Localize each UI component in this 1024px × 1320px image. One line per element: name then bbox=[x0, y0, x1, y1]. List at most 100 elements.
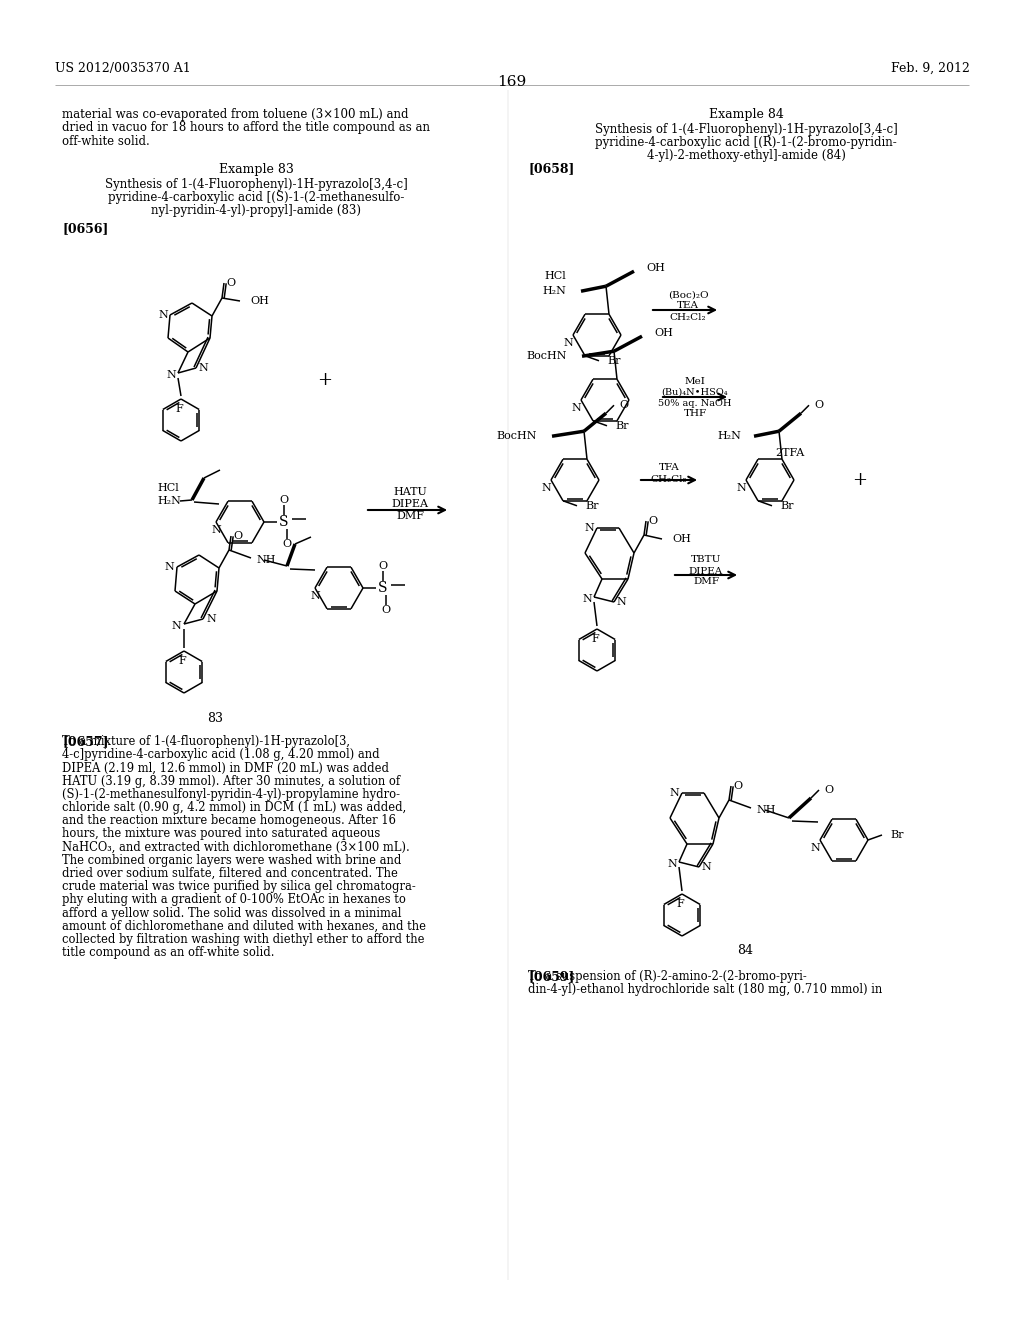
Text: OH: OH bbox=[250, 296, 269, 306]
Text: +: + bbox=[317, 371, 333, 389]
Text: Synthesis of 1-(4-Fluorophenyl)-1H-pyrazolo[3,4-c]: Synthesis of 1-(4-Fluorophenyl)-1H-pyraz… bbox=[104, 178, 408, 191]
Text: S: S bbox=[280, 515, 289, 529]
Text: N: N bbox=[158, 310, 168, 319]
Text: TEA: TEA bbox=[677, 301, 699, 310]
Text: chloride salt (0.90 g, 4.2 mmol) in DCM (1 mL) was added,: chloride salt (0.90 g, 4.2 mmol) in DCM … bbox=[62, 801, 407, 814]
Text: NH: NH bbox=[256, 554, 275, 565]
Text: N: N bbox=[701, 862, 711, 873]
Text: O: O bbox=[280, 495, 289, 506]
Text: 50% aq. NaOH: 50% aq. NaOH bbox=[658, 399, 732, 408]
Text: N: N bbox=[310, 591, 319, 601]
Text: pyridine-4-carboxylic acid [(S)-1-(2-methanesulfo-: pyridine-4-carboxylic acid [(S)-1-(2-met… bbox=[108, 191, 404, 205]
Text: HATU: HATU bbox=[393, 487, 427, 498]
Text: DMF: DMF bbox=[396, 511, 424, 521]
Text: dried in vacuo for 18 hours to afford the title compound as an: dried in vacuo for 18 hours to afford th… bbox=[62, 121, 430, 135]
Text: Feb. 9, 2012: Feb. 9, 2012 bbox=[891, 62, 970, 75]
Text: [0658]: [0658] bbox=[528, 162, 574, 176]
Text: N: N bbox=[164, 562, 174, 572]
Text: [0656]: [0656] bbox=[62, 222, 109, 235]
Text: N: N bbox=[563, 338, 572, 348]
Text: F: F bbox=[175, 404, 183, 414]
Text: OH: OH bbox=[654, 329, 673, 338]
Text: H₂N: H₂N bbox=[717, 432, 741, 441]
Text: To a mixture of 1-(4-fluorophenyl)-1H-pyrazolo[3,: To a mixture of 1-(4-fluorophenyl)-1H-py… bbox=[62, 735, 350, 748]
Text: F: F bbox=[591, 634, 599, 644]
Text: N: N bbox=[211, 525, 221, 535]
Text: 169: 169 bbox=[498, 75, 526, 88]
Text: NH: NH bbox=[756, 805, 775, 814]
Text: phy eluting with a gradient of 0-100% EtOAc in hexanes to: phy eluting with a gradient of 0-100% Et… bbox=[62, 894, 406, 907]
Text: H₂N: H₂N bbox=[157, 496, 181, 506]
Text: Br: Br bbox=[890, 830, 903, 840]
Text: TFA: TFA bbox=[658, 463, 679, 473]
Text: O: O bbox=[379, 561, 387, 572]
Text: N: N bbox=[667, 859, 677, 869]
Text: US 2012/0035370 A1: US 2012/0035370 A1 bbox=[55, 62, 190, 75]
Text: din-4-yl)-ethanol hydrochloride salt (180 mg, 0.710 mmol) in: din-4-yl)-ethanol hydrochloride salt (18… bbox=[528, 983, 883, 997]
Text: O: O bbox=[814, 400, 823, 411]
Text: MeI: MeI bbox=[685, 376, 706, 385]
Text: collected by filtration washing with diethyl ether to afford the: collected by filtration washing with die… bbox=[62, 933, 425, 946]
Text: 84: 84 bbox=[737, 944, 753, 957]
Text: H₂N: H₂N bbox=[542, 286, 566, 296]
Text: DIPEA: DIPEA bbox=[689, 566, 723, 576]
Text: DIPEA: DIPEA bbox=[391, 499, 428, 510]
Text: F: F bbox=[178, 656, 186, 667]
Text: N: N bbox=[616, 597, 626, 607]
Text: N: N bbox=[206, 614, 216, 624]
Text: N: N bbox=[198, 363, 208, 374]
Text: N: N bbox=[571, 403, 581, 413]
Text: BocHN: BocHN bbox=[497, 432, 537, 441]
Text: CH₂Cl₂: CH₂Cl₂ bbox=[650, 474, 687, 483]
Text: S: S bbox=[378, 581, 388, 595]
Text: O: O bbox=[648, 516, 657, 525]
Text: 4-yl)-2-methoxy-ethyl]-amide (84): 4-yl)-2-methoxy-ethyl]-amide (84) bbox=[646, 149, 846, 162]
Text: afford a yellow solid. The solid was dissolved in a minimal: afford a yellow solid. The solid was dis… bbox=[62, 907, 401, 920]
Text: N: N bbox=[582, 594, 592, 605]
Text: 4-c]pyridine-4-carboxylic acid (1.08 g, 4.20 mmol) and: 4-c]pyridine-4-carboxylic acid (1.08 g, … bbox=[62, 748, 380, 762]
Text: 2TFA: 2TFA bbox=[775, 447, 805, 458]
Text: (S)-1-(2-methanesulfonyl-pyridin-4-yl)-propylamine hydro-: (S)-1-(2-methanesulfonyl-pyridin-4-yl)-p… bbox=[62, 788, 400, 801]
Text: DIPEA (2.19 ml, 12.6 mmol) in DMF (20 mL) was added: DIPEA (2.19 ml, 12.6 mmol) in DMF (20 mL… bbox=[62, 762, 389, 775]
Text: To a suspension of (R)-2-amino-2-(2-bromo-pyri-: To a suspension of (R)-2-amino-2-(2-brom… bbox=[528, 970, 807, 983]
Text: O: O bbox=[381, 605, 390, 615]
Text: DMF: DMF bbox=[693, 578, 719, 586]
Text: Br: Br bbox=[615, 421, 629, 430]
Text: N: N bbox=[541, 483, 551, 492]
Text: [0657]: [0657] bbox=[62, 735, 109, 748]
Text: material was co-evaporated from toluene (3×100 mL) and: material was co-evaporated from toluene … bbox=[62, 108, 409, 121]
Text: F: F bbox=[676, 899, 684, 909]
Text: O: O bbox=[233, 531, 243, 541]
Text: O: O bbox=[733, 781, 742, 791]
Text: OH: OH bbox=[646, 263, 665, 273]
Text: title compound as an off-white solid.: title compound as an off-white solid. bbox=[62, 946, 274, 960]
Text: and the reaction mixture became homogeneous. After 16: and the reaction mixture became homogene… bbox=[62, 814, 396, 828]
Text: N: N bbox=[669, 788, 679, 799]
Text: dried over sodium sulfate, filtered and concentrated. The: dried over sodium sulfate, filtered and … bbox=[62, 867, 398, 880]
Text: HCl: HCl bbox=[544, 271, 566, 281]
Text: Example 84: Example 84 bbox=[709, 108, 783, 121]
Text: amount of dichloromethane and diluted with hexanes, and the: amount of dichloromethane and diluted wi… bbox=[62, 920, 426, 933]
Text: O: O bbox=[226, 279, 236, 288]
Text: hours, the mixture was poured into saturated aqueous: hours, the mixture was poured into satur… bbox=[62, 828, 380, 841]
Text: TBTU: TBTU bbox=[691, 556, 721, 565]
Text: THF: THF bbox=[683, 409, 707, 418]
Text: Example 83: Example 83 bbox=[218, 162, 294, 176]
Text: off-white solid.: off-white solid. bbox=[62, 135, 150, 148]
Text: O: O bbox=[618, 400, 628, 411]
Text: (Bu)₄N•HSO₄: (Bu)₄N•HSO₄ bbox=[662, 388, 728, 396]
Text: O: O bbox=[283, 539, 292, 549]
Text: CH₂Cl₂: CH₂Cl₂ bbox=[670, 313, 707, 322]
Text: NaHCO₃, and extracted with dichloromethane (3×100 mL).: NaHCO₃, and extracted with dichlorometha… bbox=[62, 841, 410, 854]
Text: N: N bbox=[810, 843, 820, 853]
Text: Br: Br bbox=[585, 500, 598, 511]
Text: (Boc)₂O: (Boc)₂O bbox=[668, 290, 709, 300]
Text: N: N bbox=[166, 370, 176, 380]
Text: HCl: HCl bbox=[157, 483, 179, 492]
Text: OH: OH bbox=[672, 535, 691, 544]
Text: HATU (3.19 g, 8.39 mmol). After 30 minutes, a solution of: HATU (3.19 g, 8.39 mmol). After 30 minut… bbox=[62, 775, 400, 788]
Text: [0659]: [0659] bbox=[528, 970, 574, 983]
Text: Br: Br bbox=[607, 356, 621, 366]
Text: The combined organic layers were washed with brine and: The combined organic layers were washed … bbox=[62, 854, 401, 867]
Text: N: N bbox=[736, 483, 745, 492]
